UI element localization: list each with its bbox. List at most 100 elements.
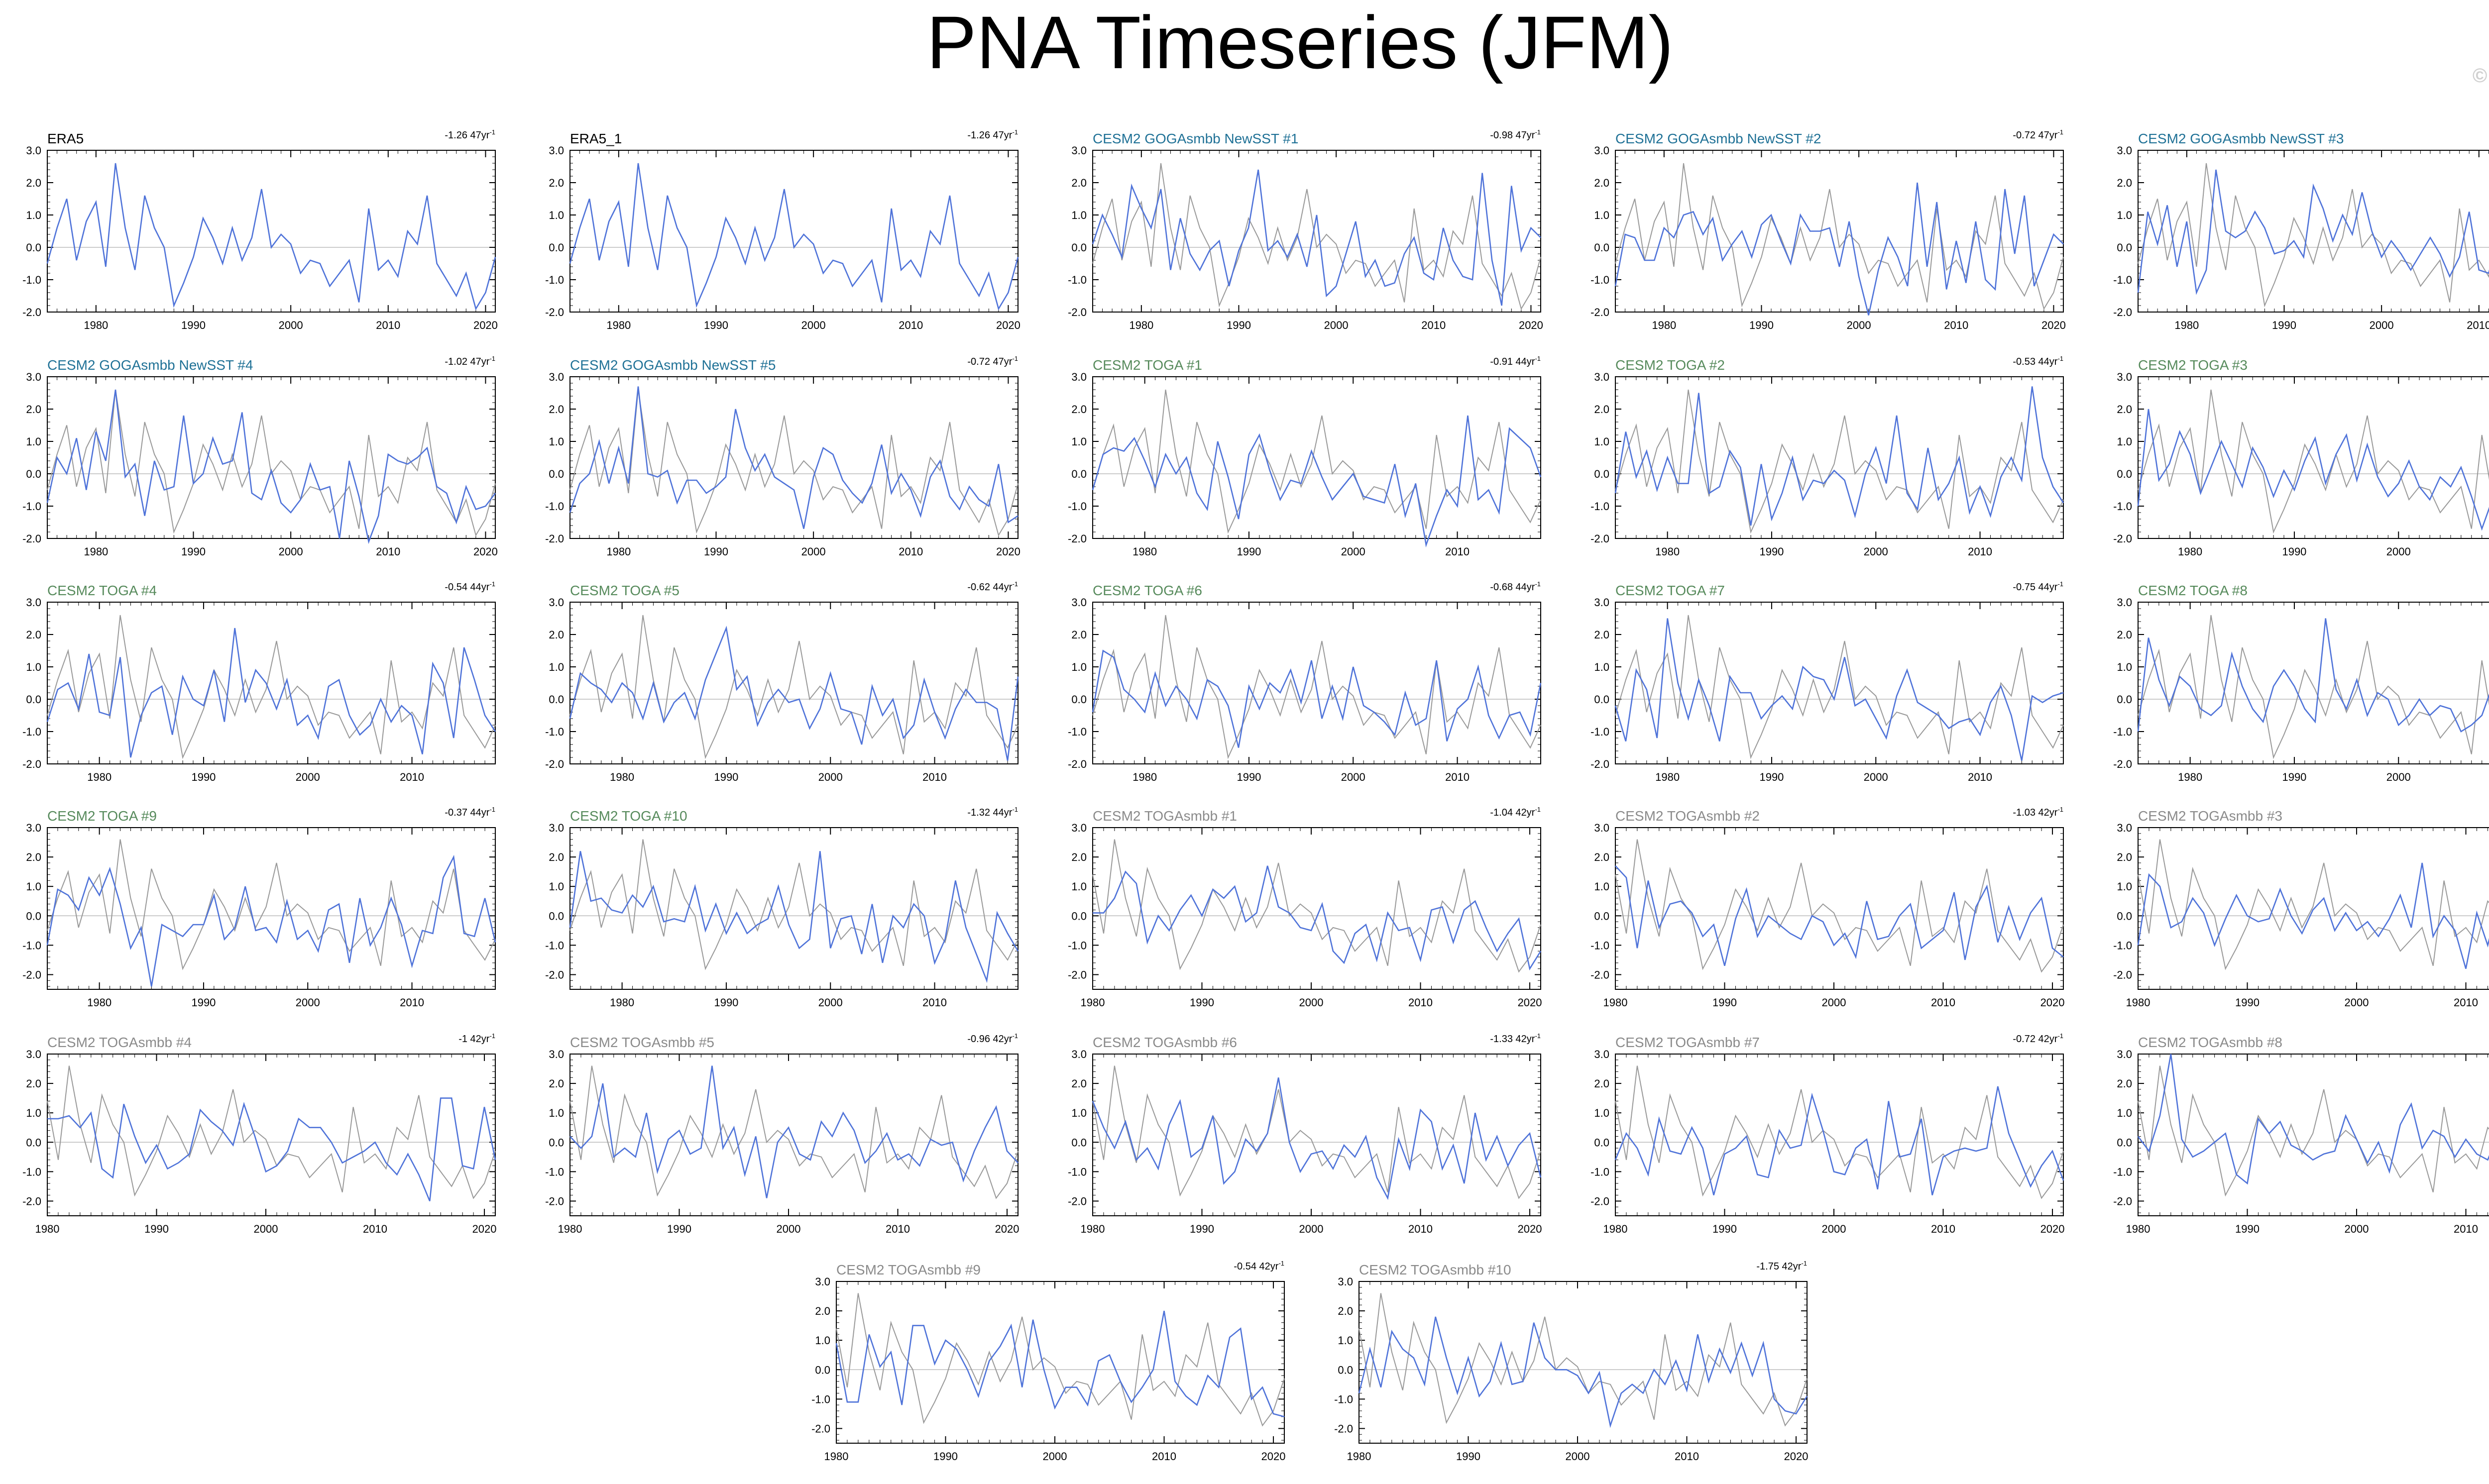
y-tick-label: -2.0	[22, 968, 41, 981]
page-title: PNA Timeseries (JFM)	[926, 0, 1674, 84]
plot-frame	[1615, 1054, 2064, 1216]
chart-panel: CESM2 TOGA #6 -0.68 44yr-1 3.0 2.0 1.0 0.0 -1.…	[1068, 580, 1542, 783]
y-tick-label: 0.0	[1338, 1364, 1353, 1376]
y-tick-label: 2.0	[2117, 629, 2132, 641]
y-tick-label: -2.0	[545, 968, 564, 981]
trend-superscript: -1	[1278, 1260, 1284, 1267]
panel-title: CESM2 TOGA #2	[1615, 357, 1725, 373]
model-series-line	[1092, 1077, 1542, 1200]
trend-superscript: -1	[2057, 806, 2063, 813]
model-series-line	[1092, 169, 1541, 306]
trend-superscript: -1	[2057, 1032, 2063, 1040]
x-tick-label: 2020	[473, 545, 498, 558]
y-tick-label: 0.0	[1071, 693, 1087, 706]
y-tick-label: 1.0	[815, 1334, 830, 1347]
x-tick-label: 2010	[376, 545, 400, 558]
x-tick-label: 1980	[1655, 771, 1680, 783]
x-tick-label: 1980	[84, 319, 108, 331]
x-tick-label: 2000	[2370, 319, 2394, 331]
x-tick-label: 2000	[777, 1223, 801, 1235]
y-tick-label: 1.0	[549, 209, 564, 221]
y-tick-label: 2.0	[2117, 177, 2132, 189]
panel-title: CESM2 TOGA #7	[1615, 583, 1725, 598]
y-tick-label: 2.0	[1071, 629, 1087, 641]
y-tick-label: 1.0	[1594, 435, 1609, 448]
chart-panel: CESM2 TOGA #2 -0.53 44yr-1 3.0 2.0 1.0 0.0 -1.…	[1590, 355, 2064, 558]
x-tick-label: 1980	[606, 545, 631, 558]
plot-frame	[1615, 602, 2064, 764]
y-tick-label: 1.0	[26, 1107, 41, 1119]
trend-label: -0.62 44yr-1	[967, 580, 1018, 593]
y-tick-label: 2.0	[1594, 1077, 1609, 1090]
y-tick-label: 3.0	[1594, 1048, 1609, 1060]
obs-series-line	[47, 389, 496, 537]
y-tick-label: 3.0	[1594, 822, 1609, 834]
x-tick-label: 1980	[2126, 996, 2150, 1009]
trend-label: -1.02 47yr-1	[445, 355, 495, 367]
y-tick-label: -2.0	[1068, 758, 1087, 770]
trend-label: -0.72 47yr-1	[967, 355, 1018, 367]
y-tick-label: 2.0	[549, 1077, 564, 1090]
y-tick-label: -2.0	[1590, 1195, 1609, 1207]
y-tick-label: 3.0	[549, 371, 564, 383]
chart-panel: CESM2 TOGAsmbb #8-0.87 42yr-13.02.01.00.…	[2113, 1035, 2489, 1235]
y-tick-label: -2.0	[811, 1422, 830, 1435]
y-tick-label: -2.0	[545, 758, 564, 770]
obs-series-line	[47, 1065, 496, 1199]
chart-panel: CESM2 TOGA #7 -0.75 44yr-1 3.0 2.0 1.0 0.0 -1.…	[1590, 580, 2064, 783]
plot-frame	[47, 827, 496, 990]
obs-series-line	[1615, 839, 2064, 973]
panel-title: CESM2 TOGAsmbb #8	[2138, 1035, 2282, 1050]
panel-title: CESM2 GOGAsmbb NewSST #5	[570, 357, 776, 373]
x-tick-label: 1980	[1652, 319, 1676, 331]
y-tick-label: 0.0	[1071, 241, 1087, 254]
chart-panel: CESM2 GOGAsmbb NewSST #5 -0.72 47yr-1 3.0 2…	[545, 355, 1020, 558]
x-tick-label: 1980	[1132, 771, 1157, 783]
panel-title: CESM2 TOGA #8	[2138, 583, 2248, 598]
y-tick-label: -1.0	[1334, 1393, 1353, 1405]
y-tick-label: -1.0	[1068, 1166, 1087, 1178]
y-tick-label: 0.0	[26, 693, 41, 706]
x-tick-label: 2000	[279, 319, 303, 331]
y-tick-label: 3.0	[26, 1048, 41, 1060]
x-tick-label: 2000	[1822, 1223, 1846, 1235]
x-tick-label: 2020	[1518, 1223, 1542, 1235]
y-tick-label: -1.0	[1590, 939, 1609, 952]
model-series-line	[1093, 865, 1542, 971]
trend-label: -1.26 47yr-1	[967, 128, 1018, 141]
x-tick-label: 2010	[1408, 996, 1433, 1009]
trend-label: -1.03 42yr-1	[2013, 806, 2063, 818]
trend-superscript: -1	[1012, 128, 1018, 136]
obs-series-line	[1615, 163, 2064, 311]
y-tick-label: -2.0	[2113, 968, 2132, 981]
y-tick-label: 1.0	[2117, 209, 2132, 221]
obs-series-line	[836, 1293, 1285, 1427]
y-tick-label: 0.0	[549, 693, 564, 706]
obs-series-line	[1092, 615, 1541, 759]
y-tick-label: 0.0	[549, 1136, 564, 1149]
x-tick-label: 1980	[824, 1450, 849, 1463]
x-tick-label: 2000	[279, 545, 303, 558]
chart-panel: CESM2 TOGA #8-0.89 44yr-13.02.01.00.0-1.…	[2113, 583, 2489, 783]
x-tick-label: 2010	[1968, 545, 1992, 558]
trend-superscript: -1	[1535, 806, 1541, 813]
trend-superscript: -1	[489, 1032, 495, 1040]
y-tick-label: -1.0	[1068, 726, 1087, 738]
panel-title: ERA5	[47, 131, 84, 146]
y-tick-label: -1.0	[1590, 726, 1609, 738]
y-tick-label: 3.0	[1594, 144, 1609, 157]
x-tick-label: 2020	[472, 1223, 497, 1235]
x-tick-label: 1990	[1190, 996, 1214, 1009]
trend-superscript: -1	[489, 580, 495, 588]
y-tick-label: -1.0	[1590, 500, 1609, 513]
x-tick-label: 2000	[1864, 771, 1888, 783]
model-series-line	[569, 163, 1019, 311]
x-tick-label: 1990	[2282, 545, 2306, 558]
x-tick-label: 1980	[1081, 996, 1105, 1009]
model-series-line	[46, 389, 496, 544]
y-tick-label: 3.0	[1594, 371, 1609, 383]
y-tick-label: -1.0	[2113, 939, 2132, 952]
model-series-line	[47, 1097, 496, 1201]
y-tick-label: 2.0	[1071, 1077, 1087, 1090]
